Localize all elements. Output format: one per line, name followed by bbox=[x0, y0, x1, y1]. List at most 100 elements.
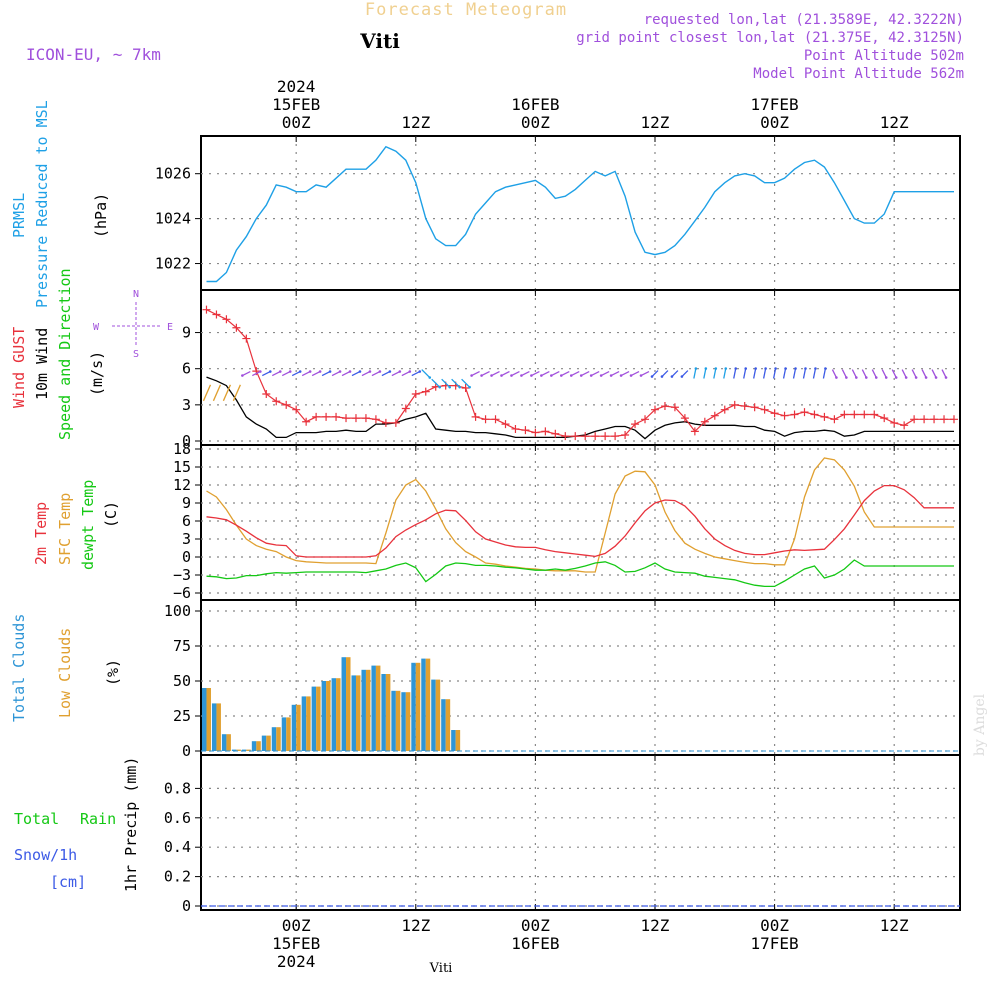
top-hour-label: 12Z bbox=[641, 113, 670, 132]
total-cloud-bar bbox=[361, 669, 366, 751]
wind-label: 10m Wind bbox=[33, 328, 51, 400]
wind-arrow-head bbox=[328, 370, 332, 373]
sfc-temp-line bbox=[206, 457, 954, 573]
gust-point bbox=[910, 415, 919, 424]
wind-arrow bbox=[703, 368, 707, 379]
wind-arrow bbox=[511, 370, 520, 377]
gust-line bbox=[206, 309, 954, 437]
model-altitude: Model Point Altitude 562m bbox=[753, 66, 964, 82]
total-cloud-bar bbox=[241, 749, 247, 751]
ytick-label: 0.8 bbox=[164, 779, 191, 797]
wind-arrow-head bbox=[835, 376, 838, 379]
wind-arrow bbox=[351, 370, 361, 377]
wind-arrow-head bbox=[855, 376, 858, 379]
wind-arrow bbox=[733, 368, 737, 379]
wind-arrow-head bbox=[904, 376, 908, 379]
wind-arrow-head bbox=[241, 374, 244, 377]
gust-point bbox=[690, 427, 699, 436]
grid-point-coords: grid point closest lon,lat (21.375E, 42.… bbox=[576, 30, 964, 46]
wind-arrow-head bbox=[629, 374, 633, 377]
wind-arrow-head bbox=[774, 367, 777, 370]
wind-arrow-head bbox=[259, 370, 262, 373]
gust-point bbox=[531, 428, 540, 437]
wind-arrow bbox=[610, 370, 620, 377]
gust-point bbox=[820, 412, 829, 421]
gust-point bbox=[222, 315, 231, 324]
low-cloud-bar bbox=[405, 692, 411, 751]
wind-arrow-head bbox=[278, 370, 282, 373]
gust-point bbox=[730, 400, 739, 409]
wind-arrow-head bbox=[358, 370, 362, 373]
ytick-label: 1022 bbox=[155, 255, 191, 273]
gust-point bbox=[371, 415, 380, 424]
wind-arrow-head bbox=[468, 385, 471, 389]
low-cloud-bar bbox=[216, 703, 221, 751]
wind-arrow bbox=[521, 370, 530, 377]
bottom-hour-label: 12Z bbox=[401, 916, 430, 935]
wind-arrow-head bbox=[944, 376, 948, 379]
wind-arrow bbox=[600, 370, 610, 377]
gust-point bbox=[780, 411, 789, 420]
wind-arrow bbox=[753, 368, 757, 379]
wind-arrow-head bbox=[884, 376, 888, 379]
total-cloud-bar bbox=[311, 686, 317, 751]
wind-arrow bbox=[531, 370, 540, 377]
wind-arrow-head bbox=[874, 376, 878, 379]
gust-point bbox=[501, 420, 510, 429]
gust-point bbox=[242, 334, 251, 343]
total-cloud-bar bbox=[441, 699, 446, 751]
gust-point bbox=[740, 402, 749, 411]
wind-arrow bbox=[782, 368, 787, 379]
gust-point bbox=[381, 418, 390, 427]
gust-point bbox=[481, 415, 490, 424]
gust-point bbox=[770, 409, 779, 418]
wind-arrow bbox=[431, 378, 441, 388]
gust-point bbox=[401, 404, 410, 413]
gust-point bbox=[202, 305, 211, 314]
pressure-label-1: PRMSL bbox=[10, 193, 28, 238]
top-hour-label: 00Z bbox=[521, 113, 550, 132]
bottom-hour-label: 00Z bbox=[760, 916, 789, 935]
total-cloud-bar bbox=[401, 692, 406, 751]
ytick-label: 0 bbox=[182, 897, 191, 915]
wind-arrow bbox=[871, 369, 877, 378]
wind-arrow bbox=[481, 370, 490, 377]
gust-point bbox=[471, 412, 480, 421]
wind-arrow-head bbox=[308, 370, 312, 373]
wind-arrow-head bbox=[724, 367, 728, 370]
panel-frame-0 bbox=[200, 135, 961, 291]
total-cloud-bar bbox=[291, 704, 297, 751]
top-hour-label: 12Z bbox=[401, 113, 430, 132]
wind-arrow-head bbox=[510, 374, 513, 377]
wind-arrow-head bbox=[924, 376, 928, 379]
wind-arrow bbox=[841, 369, 847, 378]
wind-arrow-head bbox=[670, 375, 674, 378]
wind-arrow bbox=[661, 370, 669, 377]
total-cloud-bar bbox=[281, 717, 287, 751]
wind-arrow bbox=[381, 370, 391, 377]
gust-point bbox=[521, 426, 530, 435]
pressure-label-2: Pressure Reduced to MSL bbox=[33, 100, 51, 308]
low-cloud-bar bbox=[395, 690, 401, 751]
low-cloud-bar bbox=[445, 699, 451, 751]
legend-snow: Snow/1h bbox=[14, 846, 77, 864]
gust-point bbox=[900, 421, 909, 430]
wind-arrow bbox=[212, 384, 222, 402]
wind-arrow-head bbox=[500, 374, 503, 377]
wind-arrow-head bbox=[619, 374, 623, 377]
total-cloud-bar bbox=[381, 674, 386, 751]
low-cloud-bar bbox=[375, 665, 381, 751]
gust-point bbox=[710, 411, 719, 420]
wind-arrow-head bbox=[388, 370, 392, 373]
top-hour-label: 00Z bbox=[760, 113, 789, 132]
total-cloud-bar bbox=[341, 657, 347, 751]
gust-point bbox=[491, 415, 500, 424]
wind-arrow bbox=[202, 384, 212, 402]
gust-point bbox=[351, 414, 360, 423]
low-cloud-bar bbox=[385, 674, 391, 751]
wind-arrow bbox=[891, 369, 897, 378]
wind-arrow bbox=[501, 370, 510, 377]
wind-arrow-head bbox=[824, 367, 827, 370]
wind-arrow-head bbox=[794, 367, 797, 370]
wind-arrow-head bbox=[650, 375, 654, 378]
